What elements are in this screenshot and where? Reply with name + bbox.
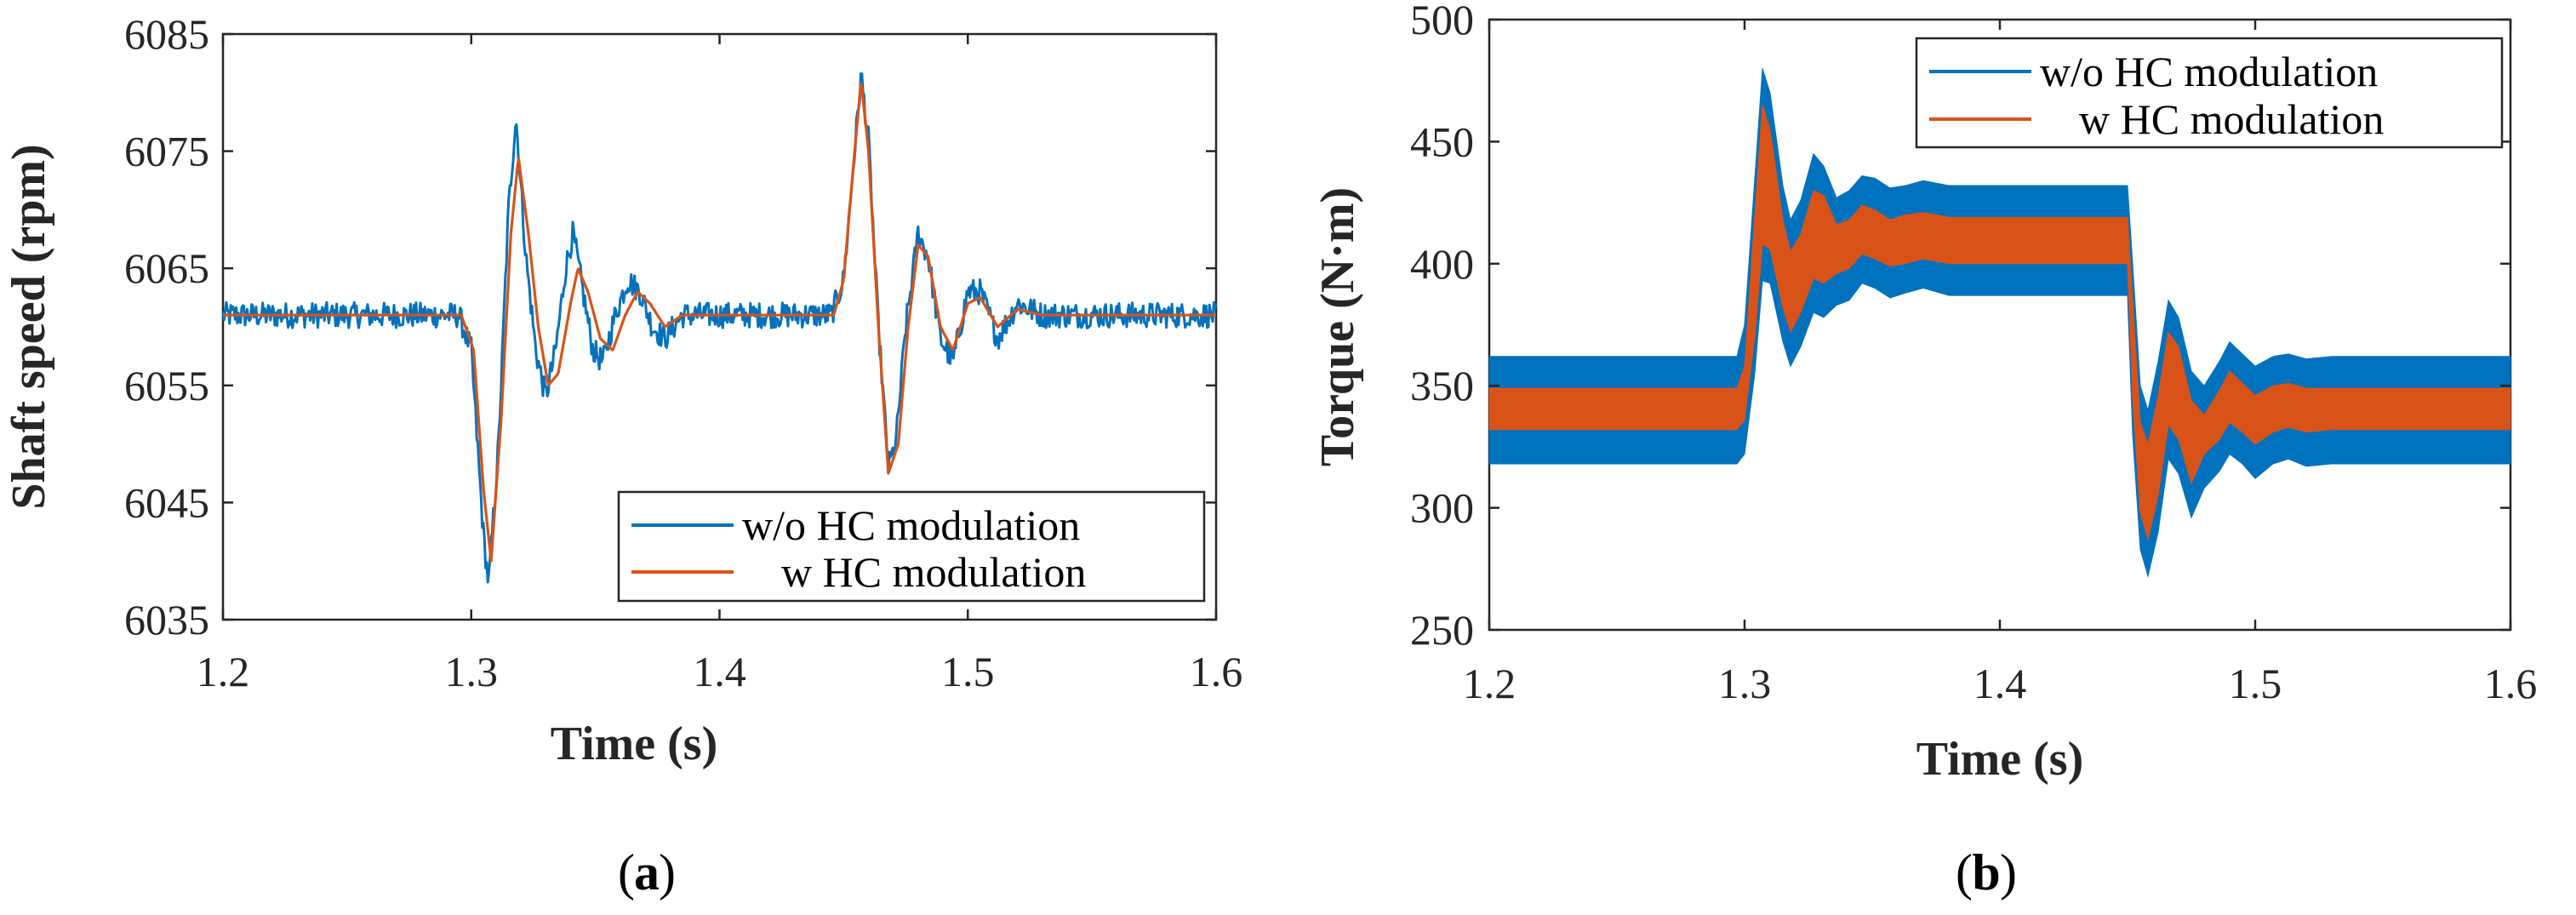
y-axis-label-a: Shaft speed (rpm) [3, 144, 55, 509]
y-tick-label-a: 6085 [124, 10, 209, 58]
legend-label-a-with: w HC modulation [781, 548, 1086, 596]
x-tick-label-a: 1.4 [693, 648, 746, 695]
y-tick-label-b: 350 [1410, 362, 1474, 409]
x-tick-label-a: 1.3 [445, 648, 499, 695]
x-tick-label-a: 1.2 [197, 648, 250, 695]
x-axis-label-b: Time (s) [1916, 733, 2084, 786]
series-band-b-0 [1488, 68, 2511, 578]
series-line-a-0 [221, 72, 1218, 584]
caption-b: ( b ) [1956, 844, 2017, 901]
legend-label-b-with: w HC modulation [2079, 95, 2384, 143]
y-axis-label-b: Torque (N·m) [1311, 187, 1364, 466]
legend-box-b [1915, 37, 2504, 149]
y-tick-label-b: 250 [1410, 606, 1474, 654]
caption-open-paren-a: ( [618, 844, 635, 901]
x-axis-label-a: Time (s) [551, 718, 718, 770]
y-tick-label-b: 450 [1410, 117, 1474, 165]
y-tick-label-a: 6065 [124, 244, 209, 292]
axes-b: 1.2 1.3 1.4 1.5 1.6 250 300 350 400 450 500 [1410, 0, 2537, 707]
caption-open-paren-b: ( [1956, 844, 1973, 901]
x-tick-label-a: 1.6 [1190, 648, 1243, 695]
x-tick-label-b: 1.4 [1973, 660, 2027, 707]
legend-a: w/o HC modulation w HC modulation [617, 490, 1206, 603]
x-tick-label-b: 1.3 [1718, 660, 1772, 707]
x-tick-label-b: 1.2 [1463, 660, 1516, 707]
y-tick-label-b: 300 [1410, 484, 1474, 532]
y-tick-label-b: 500 [1410, 0, 1474, 43]
series-line-a-1 [222, 83, 1217, 563]
legend-b: w/o HC modulation w HC modulation [1915, 37, 2504, 149]
series-group-a [221, 72, 1218, 584]
caption-close-paren-a: ) [659, 844, 676, 901]
panel-b-torque: 1.2 1.3 1.4 1.5 1.6 250 300 350 400 450 500 Time (… [1311, 0, 2537, 901]
y-tick-label-a: 6075 [124, 128, 209, 175]
caption-letter-b: b [1972, 844, 2000, 901]
caption-letter-a: a [634, 844, 660, 901]
x-tick-label-b: 1.5 [2229, 660, 2282, 707]
caption-a: ( a ) [618, 844, 676, 901]
series-group-b [1488, 68, 2511, 578]
x-tick-label-a: 1.5 [941, 648, 995, 695]
y-tick-label-a: 6055 [124, 362, 209, 409]
legend-label-b-without: w/o HC modulation [2040, 48, 2378, 95]
panel-a-shaft-speed: 1.2 1.3 1.4 1.5 1.6603560456055606560756085 … [3, 10, 1242, 901]
y-tick-label-a: 6035 [124, 596, 209, 643]
legend-box-a [617, 490, 1206, 603]
axes-a: 1.2 1.3 1.4 1.5 1.6 6035 6045 6055 6065 6075 6085 [124, 10, 1242, 695]
caption-close-paren-b: ) [2000, 844, 2017, 901]
y-tick-label-a: 6045 [124, 478, 209, 526]
y-tick-label-b: 400 [1410, 240, 1474, 288]
series-band-b-1 [1488, 105, 2511, 541]
x-tick-label-b: 1.6 [2484, 660, 2538, 707]
legend-label-a-without: w/o HC modulation [742, 501, 1080, 549]
